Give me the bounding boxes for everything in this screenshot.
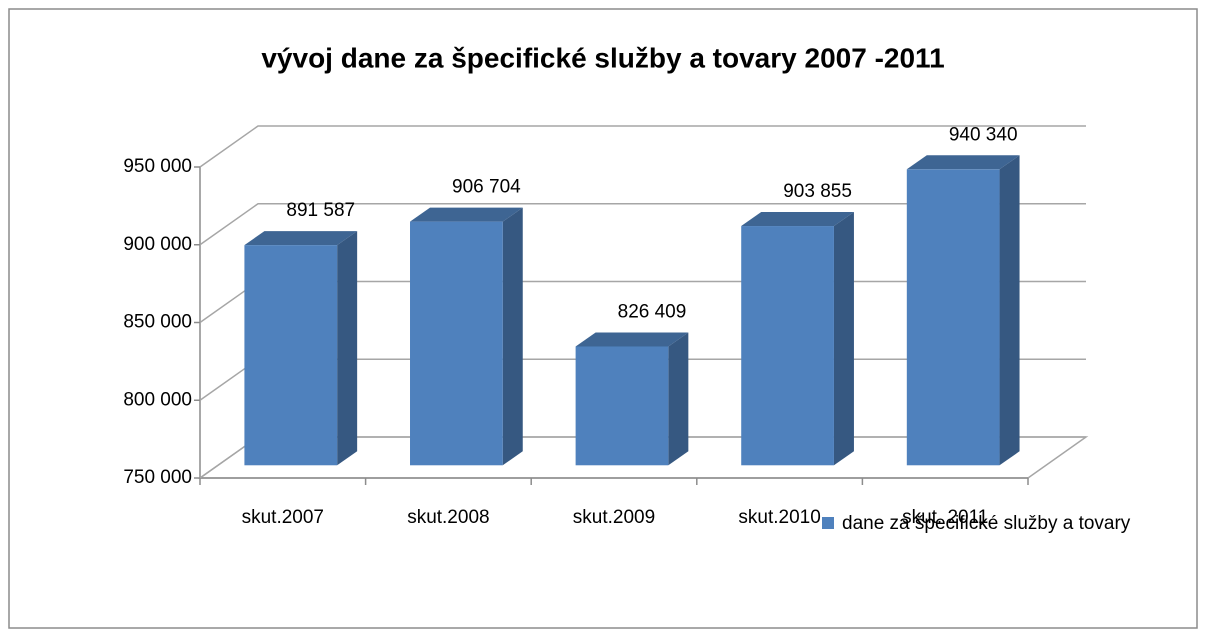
data-label: 906 704: [452, 177, 521, 198]
bar-side: [999, 155, 1020, 466]
legend-label: dane za špecifické služby a tovary: [842, 513, 1131, 534]
bar: [741, 226, 834, 466]
y-tick-label: 900 000: [123, 234, 192, 255]
bar: [575, 346, 669, 466]
bar: [244, 245, 338, 466]
data-label: 903 855: [783, 181, 852, 202]
y-tick-label: 850 000: [123, 312, 192, 333]
bar-top: [741, 212, 854, 227]
x-tick-label: skut.2008: [407, 507, 489, 528]
bar-side: [502, 207, 523, 466]
x-tick-label: skut.2010: [738, 507, 820, 528]
x-tick-label: skut.2007: [242, 507, 324, 528]
data-label: 940 340: [949, 124, 1018, 145]
bar-side: [833, 212, 854, 466]
bar-top: [906, 155, 1020, 170]
legend-swatch: [822, 517, 834, 529]
y-tick-label: 750 000: [123, 467, 192, 488]
y-tick-label: 950 000: [123, 156, 192, 177]
bar-side: [337, 231, 358, 466]
grid-line: [199, 125, 1086, 168]
bar-top: [410, 207, 523, 222]
bar-top: [575, 332, 689, 347]
bar: [906, 169, 1000, 466]
bar-side: [668, 332, 689, 466]
data-label: 891 587: [286, 200, 355, 221]
bar-top: [244, 231, 358, 246]
data-label: 826 409: [618, 301, 687, 322]
chart-title: vývoj dane za špecifické služby a tovary…: [261, 42, 944, 73]
grid-line: [199, 203, 1086, 246]
y-tick-label: 800 000: [123, 389, 192, 410]
x-tick-label: skut. 2011: [902, 507, 988, 528]
bar: [410, 221, 503, 466]
x-tick-label: skut.2009: [573, 507, 655, 528]
